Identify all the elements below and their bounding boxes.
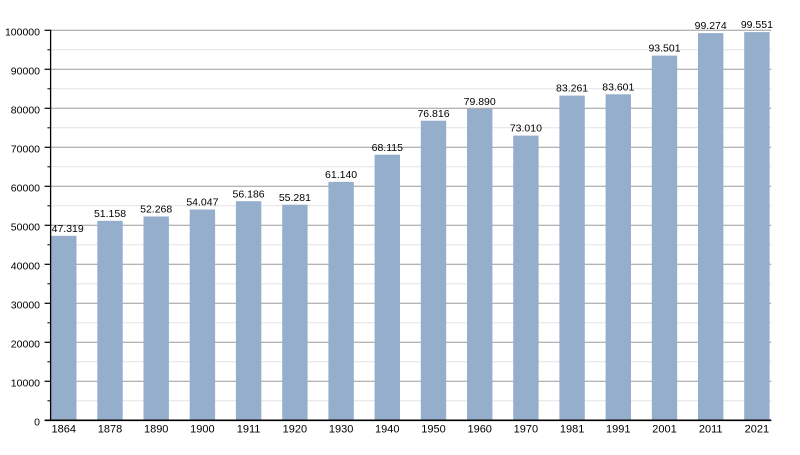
- svg-text:70000: 70000: [11, 143, 40, 155]
- svg-text:1960: 1960: [467, 424, 491, 436]
- svg-text:1878: 1878: [98, 424, 122, 436]
- svg-text:93.501: 93.501: [648, 43, 680, 55]
- svg-text:79.890: 79.890: [464, 96, 496, 108]
- svg-text:1864: 1864: [52, 424, 76, 436]
- svg-text:68.115: 68.115: [372, 142, 403, 154]
- svg-text:20000: 20000: [11, 338, 40, 350]
- svg-text:1911: 1911: [237, 424, 261, 436]
- svg-text:99.551: 99.551: [741, 19, 773, 31]
- svg-text:1890: 1890: [144, 424, 168, 436]
- svg-text:52.268: 52.268: [140, 204, 172, 216]
- svg-text:100000: 100000: [5, 26, 40, 38]
- svg-text:83.261: 83.261: [556, 83, 588, 95]
- svg-text:54.047: 54.047: [186, 197, 218, 209]
- svg-text:2021: 2021: [745, 424, 769, 436]
- svg-text:76.816: 76.816: [417, 108, 449, 120]
- svg-text:0: 0: [34, 416, 40, 428]
- svg-text:47.319: 47.319: [52, 223, 84, 235]
- svg-text:1981: 1981: [560, 424, 584, 436]
- svg-text:1900: 1900: [190, 424, 214, 436]
- svg-text:2001: 2001: [652, 424, 676, 436]
- svg-text:56.186: 56.186: [233, 188, 265, 200]
- svg-text:1991: 1991: [606, 424, 630, 436]
- svg-text:80000: 80000: [11, 104, 40, 116]
- svg-text:50000: 50000: [11, 221, 40, 233]
- svg-text:51.158: 51.158: [94, 208, 126, 220]
- svg-text:73.010: 73.010: [510, 123, 542, 135]
- svg-text:40000: 40000: [11, 260, 40, 272]
- svg-text:1930: 1930: [329, 424, 353, 436]
- svg-text:1920: 1920: [283, 424, 307, 436]
- svg-text:83.601: 83.601: [602, 81, 634, 93]
- svg-text:30000: 30000: [11, 299, 40, 311]
- svg-text:55.281: 55.281: [279, 192, 311, 204]
- svg-text:2011: 2011: [699, 424, 723, 436]
- svg-text:1940: 1940: [375, 424, 399, 436]
- svg-text:99.274: 99.274: [695, 20, 727, 32]
- svg-text:60000: 60000: [11, 182, 40, 194]
- svg-text:90000: 90000: [11, 65, 40, 77]
- svg-text:61.140: 61.140: [325, 169, 357, 181]
- svg-text:1970: 1970: [514, 424, 538, 436]
- svg-text:10000: 10000: [11, 377, 40, 389]
- svg-text:1950: 1950: [421, 424, 445, 436]
